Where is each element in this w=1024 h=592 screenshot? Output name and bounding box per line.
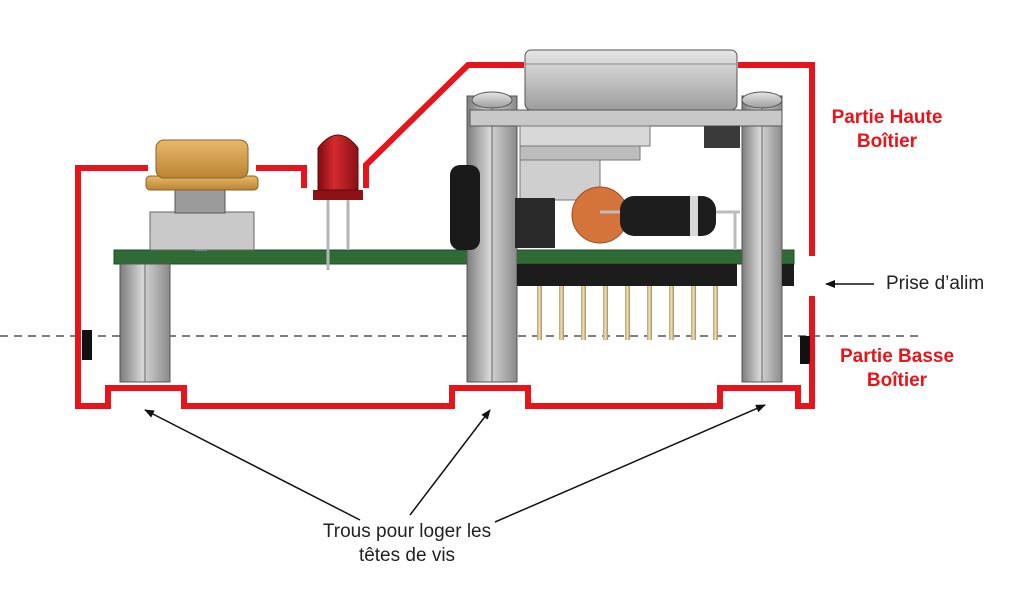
header-pin: [669, 286, 674, 340]
label-screw-holes: Trous pour loger les têtes de vis: [282, 520, 532, 568]
header-pin: [625, 286, 630, 340]
upper-module: [469, 49, 783, 248]
header-pin: [537, 286, 542, 340]
arrow-hole-right: [494, 404, 766, 523]
label-top-part-line1: Partie Haute: [831, 107, 943, 128]
electrolytic-capacitor: [450, 165, 480, 250]
label-bottom-part-line1: Partie Basse: [839, 346, 955, 367]
header-pin: [713, 286, 718, 340]
led: [313, 134, 363, 270]
arrow-hole-left: [144, 409, 361, 521]
label-screw-holes-line2: têtes de vis: [358, 544, 456, 566]
label-bottom-part: Partie Basse Boîtier: [822, 345, 972, 393]
pcb-board: [113, 249, 795, 265]
label-top-part: Partie Haute Boîtier: [812, 106, 962, 154]
enclosure-top-part: [75, 62, 815, 336]
header-pin: [647, 286, 652, 340]
label-top-part-line2: Boîtier: [856, 130, 918, 152]
spacer-right: [741, 95, 783, 383]
push-button: [145, 139, 259, 251]
spacer-left: [119, 263, 171, 383]
ceramic-capacitor: [571, 186, 629, 244]
resistor: [600, 196, 740, 250]
header-pin: [581, 286, 586, 340]
label-bottom-part-line2: Boîtier: [866, 369, 928, 391]
arrow-hole-middle: [409, 409, 491, 516]
label-screw-holes-line1: Trous pour loger les: [322, 521, 492, 542]
label-power-jack: Prise d’alim: [886, 273, 985, 294]
header-pin: [691, 286, 696, 340]
header-pin: [559, 286, 564, 340]
pin-header: [517, 264, 794, 340]
joint-mark-right: [800, 336, 810, 364]
joint-mark-left: [82, 330, 92, 360]
enclosure-bottom-part: [75, 296, 815, 409]
header-pin: [603, 286, 608, 340]
